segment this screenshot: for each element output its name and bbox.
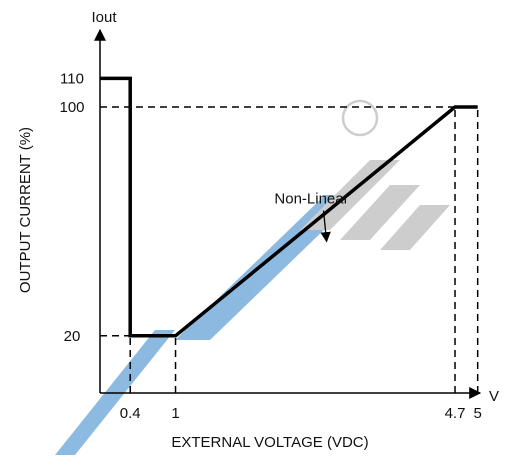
x-axis-symbol: V — [489, 388, 499, 405]
series-line — [100, 76, 478, 338]
y-tick-label: 110 — [60, 70, 84, 87]
y-axis-label: OUTPUT CURRENT (%) — [17, 127, 34, 293]
annotation-non-linear: Non-Linear — [274, 191, 348, 208]
y-tick-labels: 20 100 110 — [59, 70, 84, 344]
x-tick-labels: 0.4 1 4.7 5 — [120, 405, 482, 422]
x-tick-label: 4.7 — [445, 405, 466, 422]
reference-lines — [100, 106, 479, 393]
watermark — [55, 99, 450, 455]
watermark-stroke-4 — [340, 185, 420, 240]
x-tick-label: 5 — [474, 405, 482, 422]
watermark-stroke-2 — [175, 195, 360, 340]
watermark-circle — [341, 99, 379, 137]
x-axis-label: EXTERNAL VOLTAGE (VDC) — [171, 434, 368, 451]
x-tick-label: 0.4 — [120, 405, 141, 422]
y-axis-symbol: Iout — [91, 9, 117, 26]
x-tick-label: 1 — [171, 405, 179, 422]
watermark-stroke-5 — [380, 205, 450, 250]
y-tick-label: 100 — [59, 99, 84, 116]
y-tick-label: 20 — [64, 328, 81, 345]
annotation-arrow — [320, 210, 331, 243]
